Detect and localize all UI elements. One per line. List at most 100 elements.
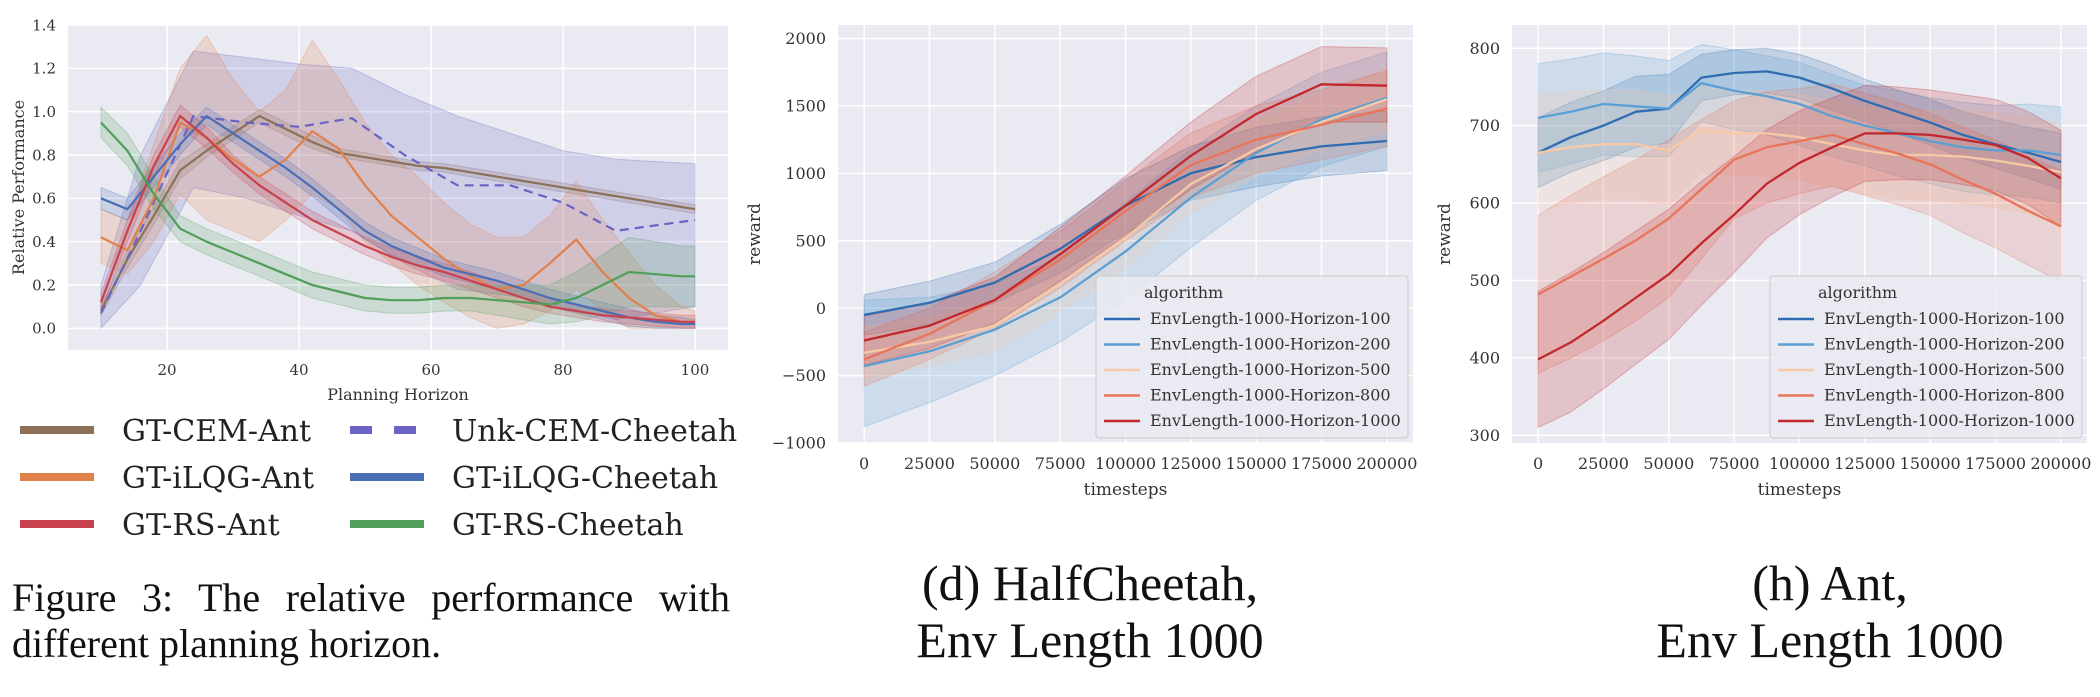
legend-label: EnvLength-1000-Horizon-500 bbox=[1824, 360, 2065, 379]
y-tick-label: 0.8 bbox=[32, 146, 56, 164]
x-tick-label: 0 bbox=[859, 454, 869, 473]
y-tick-label: 500 bbox=[1469, 271, 1500, 290]
y-axis-label: reward bbox=[745, 203, 765, 265]
legend-label-unk-cem-cheetah: Unk-CEM-Cheetah bbox=[452, 414, 737, 449]
ant-reward-chart: 0 25000 50000 75000 100000 125000 150000 175000… bbox=[1435, 25, 2091, 500]
x-tick-label: 200000 bbox=[1356, 454, 1417, 473]
band-envlength-1000-horizon-500 bbox=[1537, 86, 2062, 223]
x-tick-label: 20 bbox=[157, 361, 176, 379]
x-tick-label: 0 bbox=[1533, 454, 1543, 473]
figure-d-caption-line1: (d) HalfCheetah, bbox=[922, 555, 1258, 611]
y-tick-label: 300 bbox=[1469, 426, 1500, 445]
x-tick-label: 100000 bbox=[1769, 454, 1830, 473]
series-line-envlength-1000-horizon-200 bbox=[1537, 81, 2062, 157]
band-unk-cem-cheetah bbox=[100, 50, 696, 330]
figure-d-caption: (d) HalfCheetah, Env Length 1000 bbox=[800, 555, 1380, 669]
band-envlength-1000-horizon-100 bbox=[863, 110, 1388, 336]
x-tick-label: 200000 bbox=[2030, 454, 2091, 473]
series-line-gt-rs-cheetah bbox=[100, 121, 695, 306]
y-tick-label: 600 bbox=[1469, 194, 1500, 213]
y-tick-label: 1.2 bbox=[32, 60, 56, 78]
series-line-envlength-1000-horizon-800 bbox=[1537, 133, 2062, 296]
series-line-envlength-1000-horizon-1000 bbox=[1537, 132, 2062, 361]
x-tick-label: 125000 bbox=[1834, 454, 1895, 473]
x-axis-label: timesteps bbox=[1758, 480, 1842, 500]
y-tick-label: 500 bbox=[795, 231, 826, 250]
band-envlength-1000-horizon-100 bbox=[1537, 47, 2062, 190]
band-gt-ilqg-ant bbox=[100, 34, 696, 329]
x-tick-label: 75000 bbox=[1709, 454, 1760, 473]
legend-label: EnvLength-1000-Horizon-200 bbox=[1150, 335, 1391, 354]
series-line-envlength-1000-horizon-800 bbox=[863, 107, 1388, 361]
series-line-envlength-1000-horizon-1000 bbox=[863, 83, 1387, 342]
y-tick-label: 400 bbox=[1469, 348, 1500, 367]
x-tick-label: 125000 bbox=[1160, 454, 1221, 473]
y-tick-label: 1.4 bbox=[32, 16, 56, 34]
series-line-envlength-1000-horizon-500 bbox=[1537, 128, 2062, 174]
band-gt-ilqg-cheetah bbox=[100, 106, 696, 329]
y-tick-label: 1500 bbox=[785, 97, 826, 116]
halfcheetah-reward-chart: 0 25000 50000 75000 100000 125000 150000 175000… bbox=[745, 25, 1417, 500]
figure-3-caption: Figure 3: The relative performance with … bbox=[12, 575, 730, 666]
series-line-unk-cem-cheetah bbox=[100, 114, 696, 314]
legend-label: EnvLength-1000-Horizon-800 bbox=[1150, 386, 1391, 405]
figure-d-caption-line2: Env Length 1000 bbox=[916, 612, 1264, 668]
x-tick-label: 25000 bbox=[904, 454, 955, 473]
x-tick-label: 75000 bbox=[1035, 454, 1086, 473]
legend-label: EnvLength-1000-Horizon-100 bbox=[1150, 309, 1391, 328]
y-tick-label: 0.2 bbox=[32, 276, 56, 294]
legend-label: EnvLength-1000-Horizon-1000 bbox=[1824, 411, 2075, 430]
legend-label-gt-ilqg-ant: GT-iLQG-Ant bbox=[122, 461, 314, 496]
x-tick-label: 50000 bbox=[1643, 454, 1694, 473]
x-tick-label: 25000 bbox=[1578, 454, 1629, 473]
series-line-envlength-1000-horizon-100 bbox=[1537, 70, 2062, 164]
relative-performance-legend: GT-CEM-Ant Unk-CEM-Cheetah GT-iLQG-Ant GT-i… bbox=[20, 414, 737, 543]
y-tick-label: 0.6 bbox=[32, 190, 56, 208]
y-tick-label: 0.4 bbox=[32, 233, 56, 251]
series-line-envlength-1000-horizon-500 bbox=[863, 98, 1388, 354]
plot-background bbox=[68, 25, 728, 350]
figure-h-caption-line2: Env Length 1000 bbox=[1656, 612, 2004, 668]
x-tick-label: 50000 bbox=[969, 454, 1020, 473]
legend-box bbox=[1095, 275, 1409, 439]
x-tick-label: 80 bbox=[553, 361, 572, 379]
band-gt-cem-ant bbox=[100, 108, 696, 318]
y-axis-label: reward bbox=[1435, 203, 1455, 265]
band-gt-rs-ant bbox=[100, 104, 696, 329]
legend-label: EnvLength-1000-Horizon-200 bbox=[1824, 335, 2065, 354]
legend-label-gt-rs-ant: GT-RS-Ant bbox=[122, 508, 280, 543]
y-axis-label: Relative Performance bbox=[9, 100, 28, 275]
y-tick-label: −500 bbox=[782, 366, 826, 385]
y-tick-label: 0 bbox=[816, 299, 826, 318]
relative-performance-chart: 20 40 60 80 100 0.0 0.2 0.4 0.6 0.8 1.0 1.2 1.4 Plann… bbox=[9, 16, 728, 404]
x-tick-label: 150000 bbox=[1226, 454, 1287, 473]
y-tick-label: 700 bbox=[1469, 116, 1500, 135]
legend-label-gt-cem-ant: GT-CEM-Ant bbox=[122, 414, 311, 449]
legend-label: EnvLength-1000-Horizon-100 bbox=[1824, 309, 2065, 328]
x-axis-label: timesteps bbox=[1084, 480, 1168, 500]
y-tick-label: 1.0 bbox=[32, 103, 56, 121]
x-tick-label: 175000 bbox=[1965, 454, 2026, 473]
x-tick-label: 175000 bbox=[1291, 454, 1352, 473]
legend-box bbox=[1769, 275, 2083, 439]
legend-label: EnvLength-1000-Horizon-1000 bbox=[1150, 411, 1401, 430]
y-tick-label: 800 bbox=[1469, 39, 1500, 58]
series-line-gt-rs-ant bbox=[99, 114, 695, 323]
series-line-gt-ilqg-cheetah bbox=[100, 114, 695, 326]
figure-h-caption-line1: (h) Ant, bbox=[1752, 555, 1908, 611]
legend-label-gt-rs-cheetah: GT-RS-Cheetah bbox=[452, 508, 684, 543]
x-tick-label: 60 bbox=[421, 361, 440, 379]
y-tick-label: −1000 bbox=[772, 434, 826, 453]
legend-title: algorithm bbox=[1144, 283, 1223, 302]
x-tick-label: 100 bbox=[681, 361, 710, 379]
band-gt-rs-cheetah bbox=[100, 106, 696, 325]
y-tick-label: 2000 bbox=[785, 29, 826, 48]
x-axis-label: Planning Horizon bbox=[327, 385, 469, 404]
figure-h-caption: (h) Ant, Env Length 1000 bbox=[1540, 555, 2100, 669]
series-line-gt-cem-ant bbox=[100, 114, 696, 312]
y-tick-label: 0.0 bbox=[32, 320, 56, 338]
legend-label: EnvLength-1000-Horizon-500 bbox=[1150, 360, 1391, 379]
legend-title: algorithm bbox=[1818, 283, 1897, 302]
x-tick-label: 100000 bbox=[1095, 454, 1156, 473]
